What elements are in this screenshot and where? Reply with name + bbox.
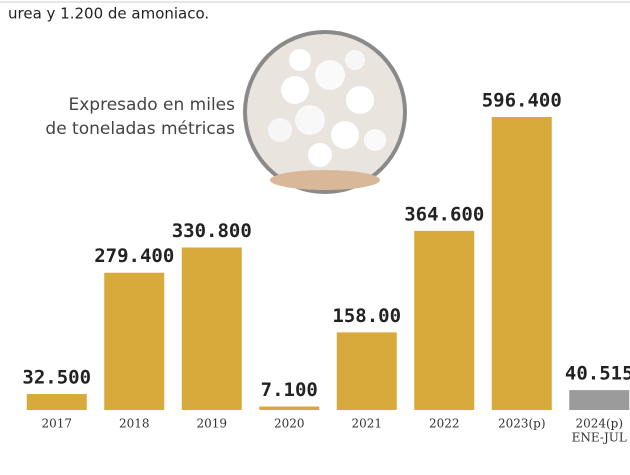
x-tick-label: 2018 bbox=[119, 417, 150, 431]
x-tick-label: 2021 bbox=[351, 417, 382, 431]
urea-photo bbox=[243, 30, 407, 194]
bar bbox=[26, 394, 87, 410]
x-tick-label: 2023(p) bbox=[498, 417, 546, 431]
value-label: 158.00 bbox=[332, 305, 401, 327]
x-tick-label: 2022 bbox=[429, 417, 460, 431]
value-label: 596.400 bbox=[482, 90, 562, 112]
bar bbox=[414, 230, 475, 410]
bar bbox=[104, 272, 165, 410]
subtitle: urea y 1.200 de amoniaco. bbox=[8, 5, 209, 23]
value-label: 7.100 bbox=[261, 379, 318, 401]
period-note: ENE-JUL bbox=[572, 431, 627, 445]
bar bbox=[336, 332, 397, 410]
annotation: Expresado en miles bbox=[69, 95, 236, 115]
value-label: 364.600 bbox=[404, 203, 484, 225]
value-label: 279.400 bbox=[94, 245, 174, 267]
bar bbox=[569, 390, 630, 410]
bar bbox=[259, 406, 320, 410]
value-label: 330.800 bbox=[172, 220, 252, 242]
x-tick-label: 2024(p) bbox=[575, 417, 623, 431]
bar bbox=[491, 117, 552, 410]
x-tick-label: 2019 bbox=[196, 417, 227, 431]
x-tick-label: 2020 bbox=[274, 417, 305, 431]
value-label: 40.515 bbox=[565, 363, 630, 385]
x-tick-label: 2017 bbox=[41, 417, 72, 431]
bar bbox=[181, 247, 242, 410]
value-label: 32.500 bbox=[22, 367, 91, 389]
annotation: de toneladas métricas bbox=[45, 119, 235, 139]
